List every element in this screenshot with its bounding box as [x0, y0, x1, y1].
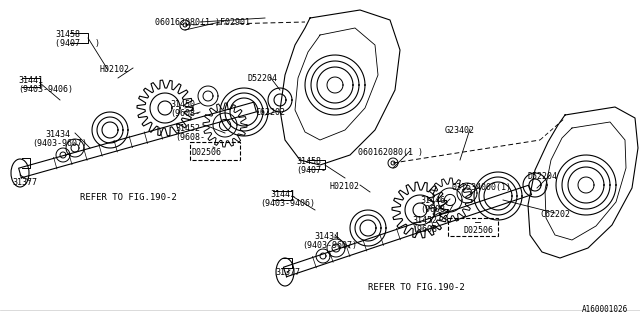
Text: 31450: 31450 — [170, 100, 195, 109]
Text: 31377: 31377 — [12, 178, 37, 187]
Text: 31441: 31441 — [18, 76, 43, 85]
Text: H02102: H02102 — [100, 65, 130, 74]
Text: 31377: 31377 — [275, 268, 300, 277]
Text: 31446: 31446 — [420, 196, 445, 205]
Text: REFER TO FIG.190-2: REFER TO FIG.190-2 — [80, 193, 177, 202]
Ellipse shape — [276, 258, 294, 286]
Text: 31458: 31458 — [55, 30, 80, 39]
Text: (9608-: (9608- — [412, 225, 442, 234]
Text: 031534000(1): 031534000(1) — [452, 183, 512, 192]
Text: D02506: D02506 — [463, 226, 493, 235]
Text: H02102: H02102 — [330, 182, 360, 191]
Text: (9403-9607): (9403-9607) — [302, 241, 357, 250]
Ellipse shape — [11, 159, 29, 187]
Text: REFER TO FIG.190-2: REFER TO FIG.190-2 — [368, 283, 465, 292]
Text: (9403-9406): (9403-9406) — [260, 199, 315, 208]
Bar — [190, 142, 240, 160]
Text: G23402: G23402 — [445, 126, 475, 135]
Text: 31434: 31434 — [45, 130, 70, 139]
Text: (9608-: (9608- — [420, 205, 450, 214]
Text: (9608-: (9608- — [170, 109, 200, 118]
Text: D52204: D52204 — [528, 172, 558, 181]
Text: 060162080(1 ): 060162080(1 ) — [358, 148, 423, 157]
Text: C62202: C62202 — [540, 210, 570, 219]
Text: (9407-: (9407- — [296, 166, 326, 175]
Text: 31458: 31458 — [296, 157, 321, 166]
Text: D52204: D52204 — [247, 74, 277, 83]
Text: C62202: C62202 — [255, 108, 285, 117]
Text: A160001026: A160001026 — [582, 305, 628, 314]
Text: 31434: 31434 — [314, 232, 339, 241]
Text: 31441: 31441 — [270, 190, 295, 199]
Text: 31452: 31452 — [175, 124, 200, 133]
Text: (9407-  ): (9407- ) — [55, 39, 100, 48]
Text: (9608-: (9608- — [175, 133, 205, 142]
Bar — [448, 218, 498, 236]
Text: 31452: 31452 — [412, 216, 437, 225]
Text: (9403-9406): (9403-9406) — [18, 85, 73, 94]
Text: D02506: D02506 — [192, 148, 222, 157]
Text: 060162080(1 )F02901: 060162080(1 )F02901 — [155, 18, 250, 27]
Text: (9403-9607): (9403-9607) — [32, 139, 87, 148]
